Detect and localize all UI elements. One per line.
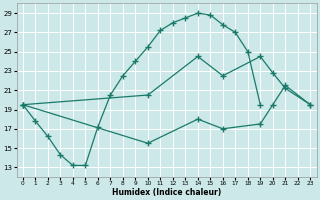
X-axis label: Humidex (Indice chaleur): Humidex (Indice chaleur) xyxy=(112,188,221,197)
